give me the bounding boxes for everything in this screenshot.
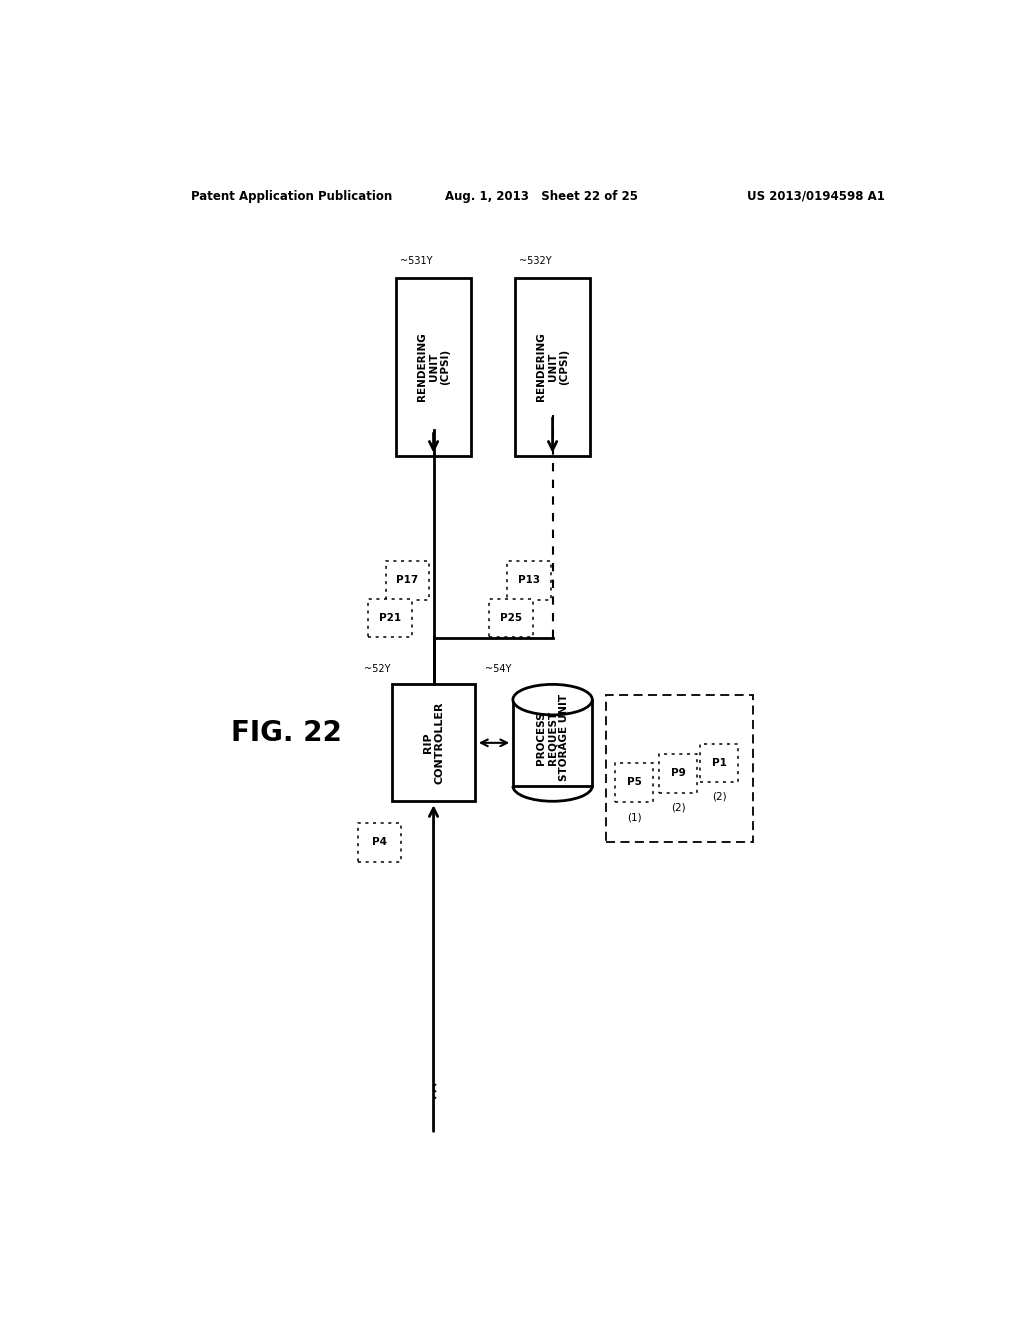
Bar — [396, 277, 471, 455]
Text: Aug. 1, 2013   Sheet 22 of 25: Aug. 1, 2013 Sheet 22 of 25 — [445, 190, 638, 202]
Text: P17: P17 — [396, 576, 419, 585]
Text: RENDERING
UNIT
(CPSI): RENDERING UNIT (CPSI) — [417, 333, 451, 401]
Bar — [700, 744, 738, 783]
Text: P25: P25 — [501, 612, 522, 623]
Bar — [489, 598, 534, 638]
Bar — [606, 694, 753, 842]
Text: (1): (1) — [627, 812, 642, 822]
Bar — [368, 598, 412, 638]
Bar — [507, 561, 551, 599]
Text: (2): (2) — [671, 803, 685, 813]
Text: Patent Application Publication: Patent Application Publication — [191, 190, 393, 202]
Bar — [515, 277, 590, 455]
Text: P4: P4 — [372, 837, 387, 847]
Bar — [385, 561, 429, 599]
Text: PROCESS
REQUEST
STORAGE UNIT: PROCESS REQUEST STORAGE UNIT — [536, 694, 569, 781]
Text: P9: P9 — [671, 768, 685, 779]
Text: FIG. 22: FIG. 22 — [231, 718, 342, 747]
Bar — [357, 824, 401, 862]
Bar — [615, 763, 653, 801]
Bar — [392, 684, 475, 801]
Text: ~52Y: ~52Y — [364, 664, 390, 675]
Text: ~532Y: ~532Y — [519, 256, 552, 265]
Text: (2): (2) — [712, 792, 727, 801]
Text: P1: P1 — [712, 758, 727, 768]
Text: ~54Y: ~54Y — [485, 664, 511, 675]
Text: RENDERING
UNIT
(CPSI): RENDERING UNIT (CPSI) — [536, 333, 569, 401]
Text: RIP
CONTROLLER: RIP CONTROLLER — [423, 702, 444, 784]
Text: ⋯: ⋯ — [424, 1078, 443, 1098]
Text: ~531Y: ~531Y — [399, 256, 432, 265]
Text: P13: P13 — [518, 576, 540, 585]
Bar — [513, 700, 592, 785]
Text: P5: P5 — [627, 777, 642, 788]
Bar — [658, 754, 697, 792]
Text: US 2013/0194598 A1: US 2013/0194598 A1 — [748, 190, 885, 202]
Text: P21: P21 — [379, 612, 401, 623]
Ellipse shape — [513, 684, 592, 715]
